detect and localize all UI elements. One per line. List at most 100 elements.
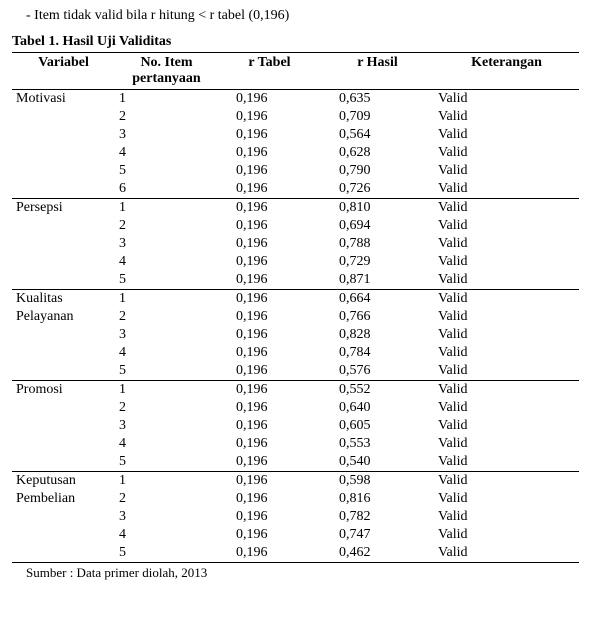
cell-variabel: Motivasi	[12, 90, 115, 109]
cell-variabel	[12, 508, 115, 526]
cell-no-item: 5	[115, 271, 218, 290]
cell-no-item: 1	[115, 199, 218, 218]
table-row: 20,1960,709Valid	[12, 108, 579, 126]
cell-r-hasil: 0,828	[321, 326, 434, 344]
table-row: 40,1960,747Valid	[12, 526, 579, 544]
cell-variabel	[12, 344, 115, 362]
cell-variabel	[12, 362, 115, 381]
cell-no-item: 5	[115, 544, 218, 563]
table-row: 50,1960,462Valid	[12, 544, 579, 563]
cell-r-tabel: 0,196	[218, 472, 321, 491]
cell-keterangan: Valid	[434, 180, 579, 199]
cell-keterangan: Valid	[434, 399, 579, 417]
cell-no-item: 3	[115, 235, 218, 253]
cell-keterangan: Valid	[434, 144, 579, 162]
cell-variabel	[12, 326, 115, 344]
cell-r-tabel: 0,196	[218, 180, 321, 199]
table-row: 50,1960,540Valid	[12, 453, 579, 472]
cell-keterangan: Valid	[434, 235, 579, 253]
cell-no-item: 1	[115, 90, 218, 109]
table-row: 30,1960,782Valid	[12, 508, 579, 526]
cell-variabel	[12, 108, 115, 126]
cell-r-hasil: 0,635	[321, 90, 434, 109]
table-row: 40,1960,729Valid	[12, 253, 579, 271]
table-row: Pelayanan20,1960,766Valid	[12, 308, 579, 326]
cell-r-hasil: 0,552	[321, 381, 434, 400]
cell-r-tabel: 0,196	[218, 90, 321, 109]
cell-no-item: 2	[115, 308, 218, 326]
cell-r-hasil: 0,628	[321, 144, 434, 162]
cell-keterangan: Valid	[434, 417, 579, 435]
cell-r-hasil: 0,694	[321, 217, 434, 235]
cell-variabel	[12, 526, 115, 544]
cell-no-item: 4	[115, 435, 218, 453]
cell-r-hasil: 0,709	[321, 108, 434, 126]
cell-r-hasil: 0,553	[321, 435, 434, 453]
cell-r-tabel: 0,196	[218, 526, 321, 544]
cell-variabel	[12, 417, 115, 435]
table-row: 50,1960,871Valid	[12, 271, 579, 290]
cell-variabel	[12, 235, 115, 253]
cell-keterangan: Valid	[434, 472, 579, 491]
cell-variabel	[12, 144, 115, 162]
cell-variabel: Kualitas	[12, 290, 115, 309]
table-row: Promosi10,1960,552Valid	[12, 381, 579, 400]
header-r-hasil: r Hasil	[321, 53, 434, 90]
table-row: 30,1960,828Valid	[12, 326, 579, 344]
cell-r-hasil: 0,810	[321, 199, 434, 218]
cell-no-item: 1	[115, 472, 218, 491]
header-variabel: Variabel	[12, 53, 115, 90]
cell-keterangan: Valid	[434, 490, 579, 508]
cell-r-hasil: 0,788	[321, 235, 434, 253]
cell-no-item: 4	[115, 344, 218, 362]
header-no-item-l2: pertanyaan	[132, 71, 200, 86]
intro-text: - Item tidak valid bila r hitung < r tab…	[26, 8, 579, 24]
cell-keterangan: Valid	[434, 526, 579, 544]
cell-no-item: 1	[115, 381, 218, 400]
table-row: 30,1960,605Valid	[12, 417, 579, 435]
cell-no-item: 5	[115, 362, 218, 381]
cell-r-tabel: 0,196	[218, 362, 321, 381]
cell-r-tabel: 0,196	[218, 108, 321, 126]
cell-r-tabel: 0,196	[218, 290, 321, 309]
table-title: Tabel 1. Hasil Uji Validitas	[12, 34, 579, 50]
cell-keterangan: Valid	[434, 508, 579, 526]
cell-r-hasil: 0,462	[321, 544, 434, 563]
cell-r-hasil: 0,564	[321, 126, 434, 144]
cell-variabel: Persepsi	[12, 199, 115, 218]
cell-r-hasil: 0,729	[321, 253, 434, 271]
table-source: Sumber : Data primer diolah, 2013	[26, 565, 579, 581]
cell-variabel	[12, 399, 115, 417]
cell-variabel: Pelayanan	[12, 308, 115, 326]
cell-variabel	[12, 453, 115, 472]
cell-r-hasil: 0,784	[321, 344, 434, 362]
cell-r-tabel: 0,196	[218, 453, 321, 472]
cell-no-item: 1	[115, 290, 218, 309]
table-row: Persepsi10,1960,810Valid	[12, 199, 579, 218]
cell-r-tabel: 0,196	[218, 544, 321, 563]
cell-r-hasil: 0,576	[321, 362, 434, 381]
cell-no-item: 5	[115, 162, 218, 180]
cell-r-tabel: 0,196	[218, 399, 321, 417]
cell-variabel	[12, 162, 115, 180]
cell-variabel	[12, 253, 115, 271]
cell-r-hasil: 0,664	[321, 290, 434, 309]
cell-r-tabel: 0,196	[218, 344, 321, 362]
cell-r-tabel: 0,196	[218, 144, 321, 162]
table-row: 50,1960,576Valid	[12, 362, 579, 381]
cell-keterangan: Valid	[434, 271, 579, 290]
cell-no-item: 3	[115, 417, 218, 435]
cell-variabel	[12, 180, 115, 199]
cell-r-tabel: 0,196	[218, 381, 321, 400]
cell-no-item: 2	[115, 217, 218, 235]
cell-r-tabel: 0,196	[218, 253, 321, 271]
cell-keterangan: Valid	[434, 381, 579, 400]
cell-no-item: 4	[115, 253, 218, 271]
header-no-item: No. Item pertanyaan	[115, 53, 218, 90]
cell-r-hasil: 0,640	[321, 399, 434, 417]
cell-no-item: 2	[115, 108, 218, 126]
cell-keterangan: Valid	[434, 217, 579, 235]
cell-variabel	[12, 217, 115, 235]
cell-r-tabel: 0,196	[218, 235, 321, 253]
cell-no-item: 3	[115, 326, 218, 344]
